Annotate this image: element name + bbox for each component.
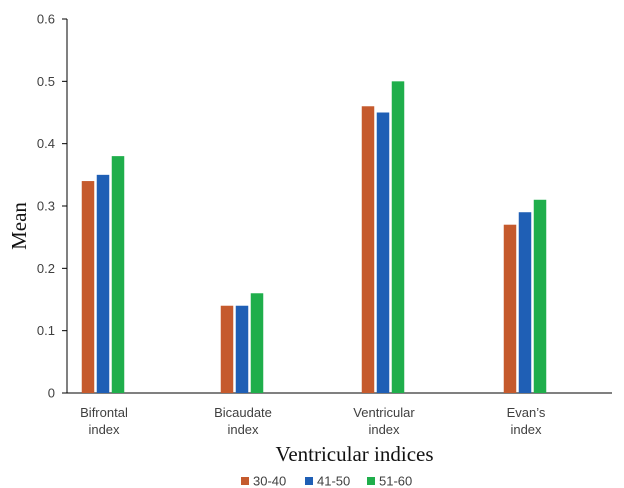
- y-tick-label: 0.5: [37, 74, 55, 89]
- y-axis-title: Mean: [7, 202, 31, 250]
- bar-30-40: [220, 305, 234, 393]
- legend-swatch-30-40: [241, 477, 249, 485]
- legend-label: 30-40: [253, 474, 286, 488]
- x-tick-label: Bifrontal index: [80, 405, 128, 437]
- bar-41-50: [518, 212, 532, 393]
- bar-51-60: [250, 293, 264, 393]
- y-tick-label: 0.1: [37, 323, 55, 338]
- x-tick-label: Evan’s index: [507, 405, 546, 437]
- x-axis-title: Ventricular indices: [275, 442, 433, 466]
- bar-51-60: [111, 156, 125, 393]
- legend-label: 41-50: [317, 474, 350, 488]
- y-tick-label: 0: [48, 386, 55, 401]
- y-tick-label: 0.6: [37, 12, 55, 27]
- bar-41-50: [376, 112, 390, 393]
- bar-51-60: [533, 199, 547, 393]
- bar-30-40: [503, 224, 517, 393]
- bar-30-40: [361, 106, 375, 394]
- category-labels: Bifrontal index Bicaudate index Ventricular i…: [80, 405, 546, 437]
- bar-51-60: [391, 81, 405, 393]
- bar-30-40: [81, 181, 95, 393]
- bar-41-50: [235, 305, 249, 393]
- legend-swatch-51-60: [367, 477, 375, 485]
- y-tick-label: 0.2: [37, 261, 55, 276]
- x-tick-label: Ventricular index: [353, 405, 415, 437]
- x-tick-label: Bicaudate index: [214, 405, 272, 437]
- legend-swatch-41-50: [305, 477, 313, 485]
- bars: [81, 81, 547, 394]
- bar-41-50: [96, 174, 110, 393]
- y-tick-label: 0.3: [37, 199, 55, 214]
- legend-label: 51-60: [379, 474, 412, 488]
- legend: 30-40 41-50 51-60: [241, 474, 412, 488]
- y-axis: 0 0.1 0.2 0.3 0.4 0.5 0.6: [37, 12, 68, 401]
- y-tick-label: 0.4: [37, 136, 55, 151]
